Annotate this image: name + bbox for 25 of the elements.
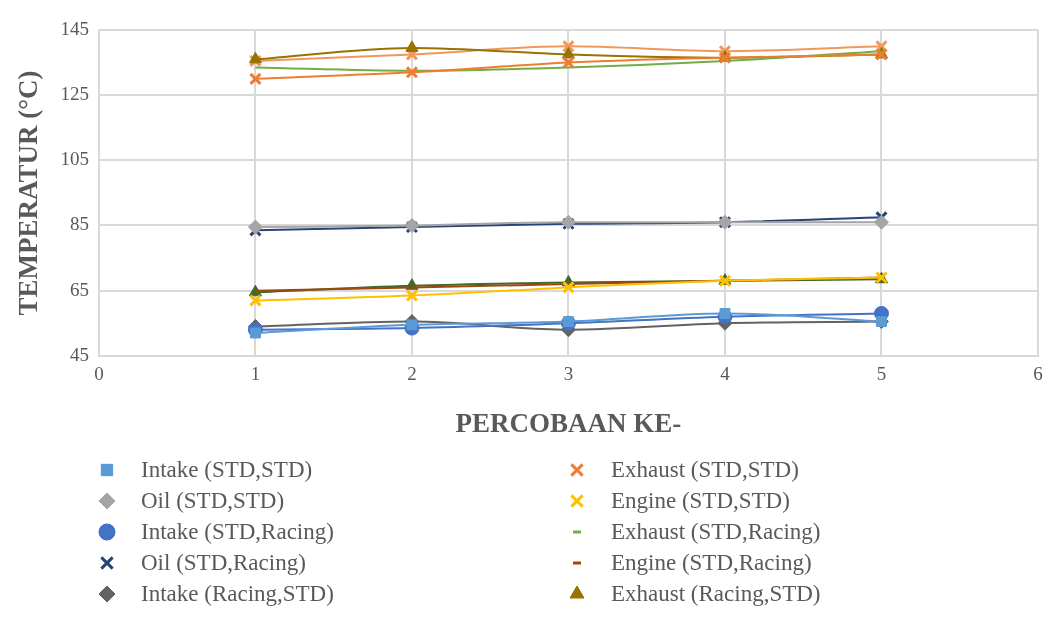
y-axis-title: TEMPERATUR (°C)	[13, 70, 44, 316]
y-tick-label: 145	[60, 17, 89, 39]
x-tick-label: 0	[94, 363, 104, 385]
y-tick-label: 45	[69, 343, 89, 365]
y-tick-label: 65	[69, 278, 89, 300]
legend-label: Engine (STD,STD)	[611, 487, 790, 514]
legend-label: Engine (STD,Racing)	[611, 549, 812, 576]
y-tick-label: 85	[69, 213, 89, 235]
x-tick-label: 5	[876, 363, 887, 385]
legend-label: Exhaust (STD,Racing)	[611, 518, 821, 545]
y-tick-label: 105	[60, 148, 89, 170]
x-tick-label: 1	[250, 363, 261, 385]
legend-label: Oil (STD,Racing)	[141, 549, 306, 576]
y-tick-label: 125	[60, 83, 89, 105]
x-tick-label: 3	[563, 363, 574, 385]
legend-label: Intake (STD,STD)	[141, 456, 313, 483]
legend-label: Intake (STD,Racing)	[141, 518, 334, 545]
legend-label: Intake (Racing,STD)	[141, 580, 334, 607]
legend-label: Exhaust (Racing,STD)	[611, 580, 821, 607]
legend-label: Exhaust (STD,STD)	[611, 456, 799, 483]
x-axis-title: PERCOBAAN KE-	[455, 407, 682, 438]
x-tick-label: 6	[1033, 363, 1043, 385]
x-tick-label: 4	[720, 363, 731, 385]
x-tick-label: 2	[407, 363, 417, 385]
legend-label: Oil (STD,STD)	[141, 487, 285, 514]
